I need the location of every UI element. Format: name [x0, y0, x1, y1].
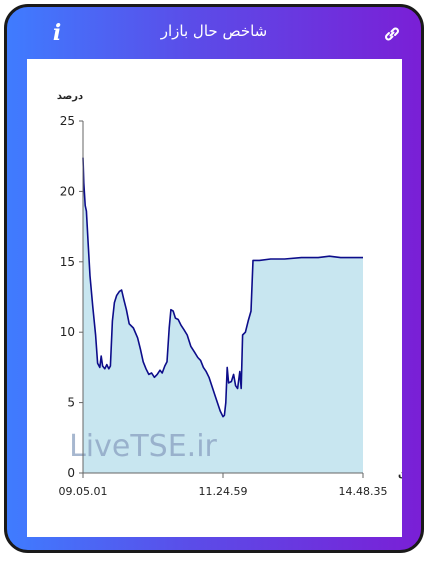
y-tick-label: 15 [60, 255, 75, 269]
y-axis-title: درصد [57, 91, 83, 102]
watermark: LiveTSE.ir [69, 429, 217, 464]
y-tick-label: 0 [67, 466, 75, 480]
y-tick-label: 20 [60, 184, 75, 198]
x-tick-label: 14.48.35 [339, 485, 388, 498]
info-icon[interactable]: i [52, 20, 62, 46]
y-tick-label: 5 [67, 396, 75, 410]
widget-header: i شاخص حال بازار [7, 7, 421, 59]
y-tick-label: 10 [60, 325, 75, 339]
chart-panel: LiveTSE.ir 0 5 10 15 20 25 09.05.01 11.24.59 14.… [27, 59, 421, 537]
market-index-widget: i شاخص حال بازار LiveTSE.ir 0 5 10 15 20 25 09… [4, 4, 424, 553]
series-line-0 [82, 157, 363, 418]
x-tick-label: 11.24.59 [199, 485, 248, 498]
market-index-chart: LiveTSE.ir 0 5 10 15 20 25 09.05.01 11.24.59 14.… [57, 91, 421, 498]
series-area-0 [83, 157, 363, 473]
link-icon[interactable] [381, 23, 403, 45]
widget-title: شاخص حال بازار [160, 22, 268, 40]
x-axis-title: زمان [398, 469, 402, 480]
x-tick-label: 09.05.01 [59, 485, 108, 498]
y-tick-label: 25 [60, 114, 75, 128]
